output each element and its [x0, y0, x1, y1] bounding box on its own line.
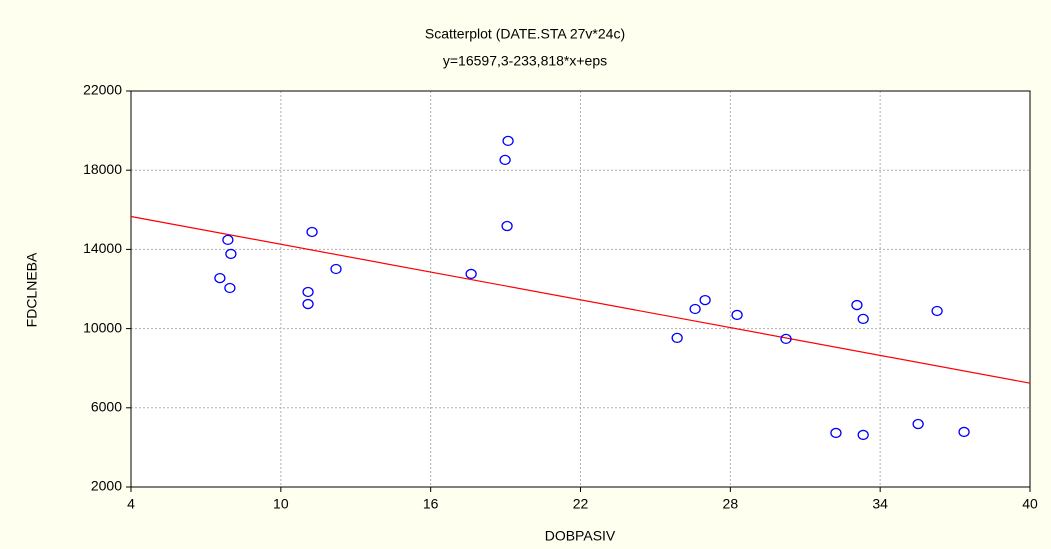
point — [225, 248, 237, 260]
y-tick-label: 6000 — [91, 399, 122, 415]
point — [857, 313, 869, 325]
point — [912, 418, 924, 430]
x-tick-label: 34 — [872, 496, 888, 512]
y-tick-label: 10000 — [83, 319, 122, 335]
y-tick-label: 14000 — [83, 240, 122, 256]
point — [699, 294, 711, 306]
point — [830, 427, 842, 439]
chart-subtitle: y=16597,3-233,818*x+eps — [443, 53, 607, 69]
x-tick-label: 16 — [423, 496, 439, 512]
point — [731, 309, 743, 321]
chart-title: Scatterplot (DATE.STA 27v*24c) — [425, 26, 625, 42]
x-axis-label: DOBPASIV — [545, 528, 616, 544]
y-axis-label: FDCLNEBA — [24, 252, 40, 327]
y-tick-label: 22000 — [83, 82, 122, 98]
point — [502, 135, 514, 147]
point — [851, 299, 863, 311]
x-tick-label: 40 — [1022, 496, 1038, 512]
point — [302, 286, 314, 298]
y-tick-label: 2000 — [91, 478, 122, 494]
point — [671, 332, 683, 344]
point — [857, 429, 869, 441]
point — [306, 226, 318, 238]
y-tick-label: 18000 — [83, 161, 122, 177]
point — [958, 426, 970, 438]
regression-line — [130, 215, 1031, 384]
point — [689, 303, 701, 315]
point — [302, 298, 314, 310]
point — [330, 263, 342, 275]
point — [931, 305, 943, 317]
point — [501, 220, 513, 232]
point — [465, 268, 477, 280]
x-tick-label: 28 — [723, 496, 739, 512]
x-tick-label: 10 — [273, 496, 289, 512]
point — [499, 154, 511, 166]
point — [222, 234, 234, 246]
x-tick-label: 22 — [573, 496, 589, 512]
point — [224, 282, 236, 294]
point — [780, 333, 792, 345]
x-tick-label: 4 — [127, 496, 135, 512]
point — [214, 272, 226, 284]
plot-frame — [130, 90, 1031, 488]
